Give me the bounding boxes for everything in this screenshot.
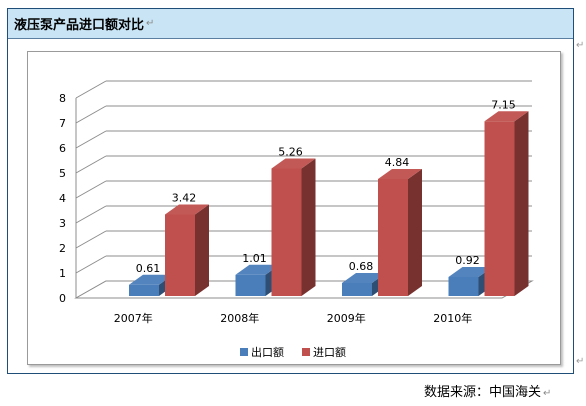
- content-frame: 液压泵产品进口额对比 ↵ 0 1 2 3 4 5 6 7 8 0.61 3.42 2007年 1.01 5…: [7, 8, 574, 374]
- bar-side: [195, 204, 209, 296]
- y-tick-label: 0: [59, 292, 66, 305]
- bar-top: [342, 273, 386, 283]
- data-label: 4.84: [385, 156, 410, 169]
- grid-diagonal: [75, 80, 107, 99]
- bar-top: [235, 264, 280, 275]
- bar-import: [271, 168, 302, 296]
- page-title: 液压泵产品进口额对比: [14, 18, 145, 33]
- legend-swatch-export: [240, 348, 248, 356]
- bar-export: [235, 274, 266, 296]
- bar-top: [484, 111, 529, 122]
- bar-export: [129, 284, 159, 296]
- y-tick-label: 2: [59, 242, 66, 255]
- source-note: 数据来源：中国海关 ↵: [424, 381, 551, 400]
- paragraph-mark-icon: ↵: [146, 18, 155, 29]
- bar-import: [165, 214, 195, 296]
- legend-label: 出口额: [251, 345, 284, 359]
- data-label: 5.26: [278, 146, 303, 159]
- bar-export: [448, 277, 479, 296]
- y-tick-label: 1: [59, 267, 66, 280]
- bar-side: [301, 158, 316, 296]
- legend-label: 进口额: [313, 346, 346, 359]
- bar-top: [271, 158, 316, 169]
- bar-chart: 0 1 2 3 4 5 6 7 8 0.61 3.42 2007年 1.01 5.26 2008年 0.68 4…: [59, 80, 534, 359]
- x-tick-label: 2007年: [114, 311, 153, 325]
- bar-top: [165, 204, 209, 215]
- y-tick-label: 3: [59, 217, 66, 230]
- legend-swatch-import: [302, 348, 310, 356]
- grid-diagonal: [75, 155, 107, 174]
- bar-top: [378, 169, 422, 179]
- grid-diagonal: [75, 205, 107, 224]
- data-label: 0.61: [136, 262, 161, 275]
- data-label: 0.92: [455, 254, 480, 267]
- data-label: 0.68: [349, 260, 374, 273]
- bar-side: [408, 169, 422, 296]
- grid-diagonal: [75, 180, 107, 199]
- x-tick-label: 2008年: [220, 311, 259, 325]
- paragraph-mark-icon: ↵: [576, 40, 585, 51]
- y-tick-label: 6: [59, 142, 66, 155]
- paragraph-mark-icon: ↵: [576, 356, 585, 367]
- x-tick-label: 2009年: [327, 311, 366, 325]
- y-tick-label: 7: [59, 117, 66, 130]
- chart-container: 0 1 2 3 4 5 6 7 8 0.61 3.42 2007年 1.01 5.26 2008年 0.68 4…: [27, 51, 561, 365]
- grid-diagonal: [75, 130, 107, 149]
- header-bar: 液压泵产品进口额对比 ↵: [8, 9, 573, 39]
- paragraph-mark-icon: ↵: [543, 388, 552, 399]
- y-tick-label: 5: [59, 167, 66, 180]
- source-label: 数据来源：中国海关: [424, 385, 542, 400]
- bar-import: [378, 179, 408, 296]
- data-label: 3.42: [172, 192, 197, 205]
- data-label: 7.15: [491, 98, 516, 111]
- bar-side: [514, 111, 529, 296]
- grid-diagonal: [75, 255, 107, 274]
- y-tick-label: 4: [59, 192, 66, 205]
- bar-top: [129, 274, 173, 285]
- x-tick-label: 2010年: [433, 311, 472, 325]
- bar-import: [484, 121, 515, 296]
- bar-export: [342, 283, 372, 296]
- y-tick-label: 8: [59, 92, 66, 105]
- grid-diagonal: [75, 230, 107, 249]
- data-label: 1.01: [242, 252, 267, 265]
- grid-diagonal: [75, 105, 107, 124]
- bar-top: [448, 267, 493, 277]
